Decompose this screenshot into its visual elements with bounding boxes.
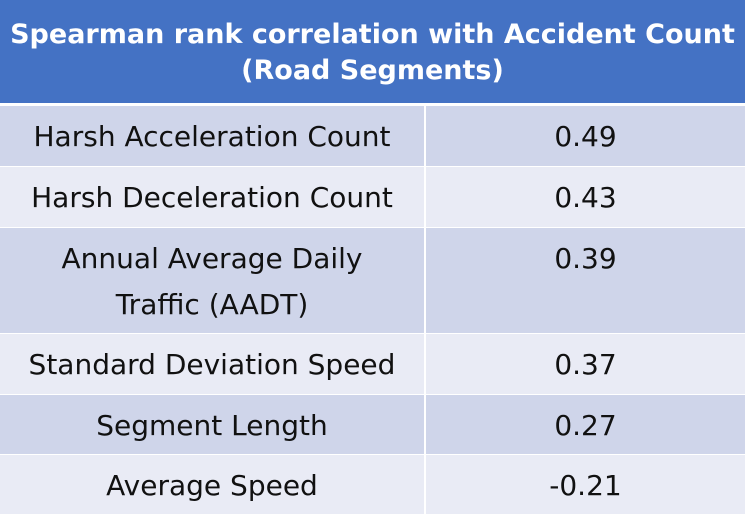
row-label: Harsh Acceleration Count: [0, 106, 426, 166]
table-title-line1: Spearman rank correlation with Accident …: [10, 18, 735, 50]
table-row: Harsh Deceleration Count 0.43: [0, 167, 745, 228]
table-body: Harsh Acceleration Count 0.49 Harsh Dece…: [0, 106, 745, 514]
row-value: 0.39: [554, 242, 617, 275]
row-value: 0.43: [554, 181, 617, 214]
row-label: Segment Length: [0, 395, 426, 454]
row-value: 0.27: [554, 409, 617, 442]
table-row: Standard Deviation Speed 0.37: [0, 334, 745, 395]
table-row: Harsh Acceleration Count 0.49: [0, 106, 745, 167]
row-value: -0.21: [549, 469, 622, 502]
table-row: Segment Length 0.27: [0, 395, 745, 455]
row-label-line2: Traffic (AADT): [115, 288, 309, 321]
row-value: 0.37: [554, 348, 617, 381]
row-label-line1: Annual Average Daily: [61, 242, 363, 275]
table-header: Spearman rank correlation with Accident …: [0, 0, 745, 106]
table-row: Average Speed -0.21: [0, 455, 745, 514]
row-value: 0.49: [554, 120, 617, 153]
row-label: Harsh Deceleration Count: [0, 167, 426, 227]
table-title-line2: (Road Segments): [241, 54, 504, 86]
row-label: Average Speed: [0, 455, 426, 514]
row-label: Annual Average Daily Traffic (AADT): [0, 228, 426, 333]
row-label: Standard Deviation Speed: [0, 334, 426, 394]
table-row: Annual Average Daily Traffic (AADT) 0.39: [0, 228, 745, 334]
